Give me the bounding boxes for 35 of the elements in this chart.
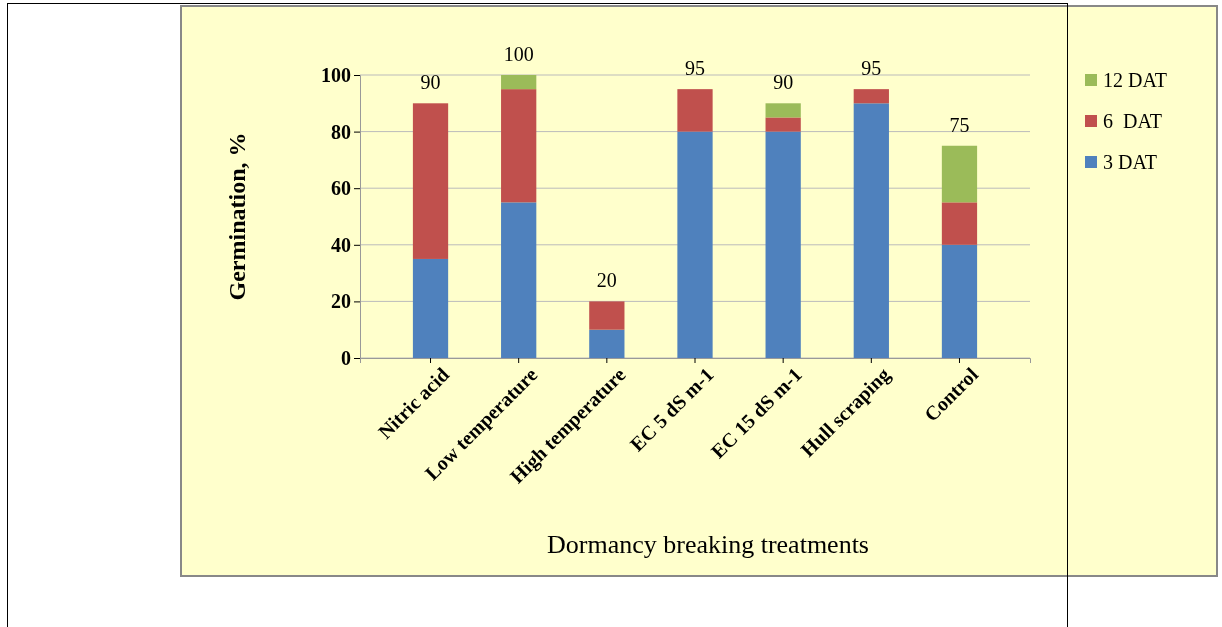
total-label: 90 bbox=[420, 71, 441, 94]
bar bbox=[765, 131, 801, 358]
y-tick-label: 80 bbox=[331, 120, 351, 143]
y-tick-label: 20 bbox=[331, 290, 351, 313]
bar bbox=[501, 202, 537, 358]
total-label: 75 bbox=[949, 113, 970, 136]
bar bbox=[765, 117, 801, 132]
total-label: 20 bbox=[596, 269, 617, 292]
bar bbox=[589, 329, 625, 358]
total-label: 95 bbox=[685, 57, 705, 80]
y-tick-label: 40 bbox=[331, 233, 351, 256]
legend-label: 12 DAT bbox=[1103, 69, 1167, 91]
total-label: 95 bbox=[861, 57, 882, 80]
bar bbox=[501, 89, 537, 203]
bar bbox=[501, 75, 537, 90]
legend-label: 3 DAT bbox=[1103, 151, 1157, 173]
y-axis-title: Germination, % bbox=[224, 132, 250, 301]
total-label: 90 bbox=[773, 71, 794, 94]
bar bbox=[765, 103, 801, 118]
bar bbox=[412, 258, 449, 358]
total-label: 100 bbox=[503, 43, 534, 65]
bar bbox=[853, 89, 889, 104]
bar bbox=[677, 131, 713, 358]
y-tick-label: 0 bbox=[341, 346, 351, 369]
x-axis-title: Dormancy breaking treatments bbox=[547, 530, 869, 559]
bar bbox=[941, 145, 978, 203]
bar bbox=[853, 103, 889, 358]
legend-label: 6 DAT bbox=[1103, 110, 1162, 132]
bar bbox=[941, 244, 978, 358]
bar bbox=[412, 103, 449, 259]
y-tick-label: 100 bbox=[321, 63, 351, 86]
bar bbox=[941, 202, 978, 245]
y-tick-label: 60 bbox=[331, 177, 351, 200]
bar bbox=[677, 89, 713, 132]
bar bbox=[589, 301, 625, 330]
